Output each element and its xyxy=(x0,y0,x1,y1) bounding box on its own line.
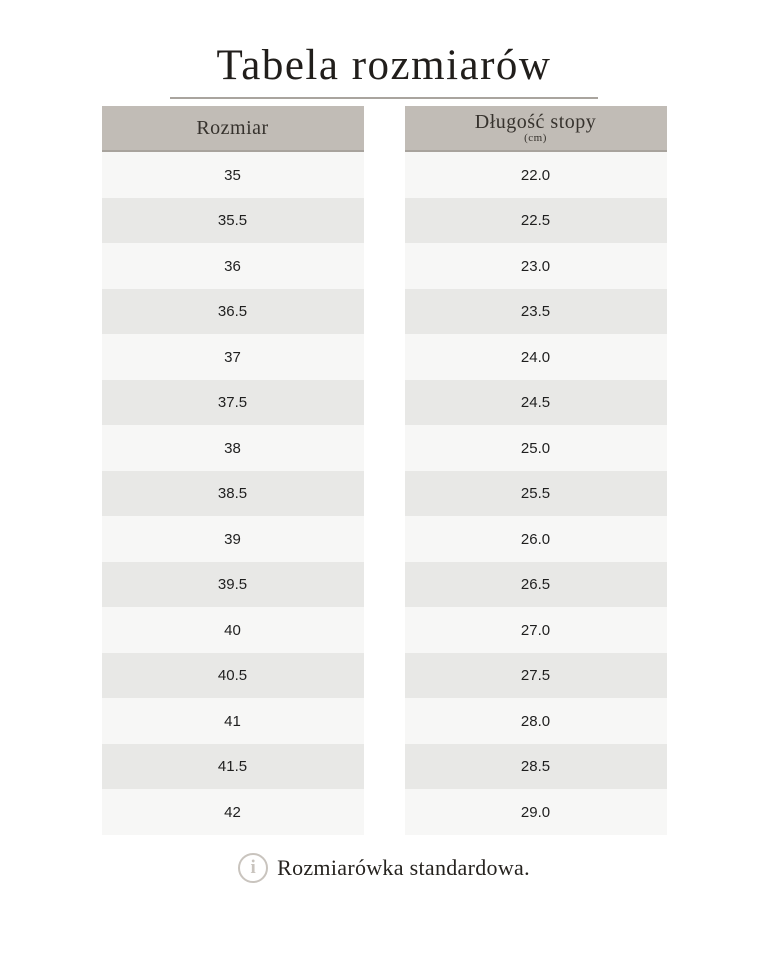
size-cell: 41 xyxy=(101,698,364,744)
size-cell: 37 xyxy=(101,334,364,380)
size-cell: 36 xyxy=(101,243,364,289)
size-cell: 42 xyxy=(101,789,364,835)
title-block: Tabela rozmiarów xyxy=(0,0,768,100)
info-icon: i xyxy=(238,852,269,883)
length-cell: 26.5 xyxy=(404,561,667,608)
size-cell: 35.5 xyxy=(101,197,364,244)
length-cell: 28.0 xyxy=(404,698,667,744)
length-cell: 25.5 xyxy=(404,470,667,517)
length-cell: 22.5 xyxy=(404,197,667,244)
length-cell: 22.0 xyxy=(404,152,667,198)
size-cell: 39.5 xyxy=(101,561,364,608)
length-cell: 27.5 xyxy=(404,652,667,699)
length-cell: 26.0 xyxy=(404,516,667,562)
size-cell: 35 xyxy=(101,152,364,198)
size-column-header: Rozmiar xyxy=(101,106,364,153)
size-column: Rozmiar 35 35.5 36 36.5 37 37.5 38 38.5 39 39.5 40… xyxy=(101,106,364,835)
size-cell: 41.5 xyxy=(101,743,364,790)
footer-note-text: Rozmiarówka standardowa. xyxy=(277,854,530,880)
length-cell: 25.0 xyxy=(404,425,667,471)
length-column-header-label: Długość stopy xyxy=(474,111,597,134)
length-cell: 23.5 xyxy=(404,288,667,335)
title-divider xyxy=(170,97,598,100)
size-table: Rozmiar 35 35.5 36 36.5 37 37.5 38 38.5 39 39.5 40… xyxy=(0,106,768,835)
length-cell: 23.0 xyxy=(404,243,667,289)
size-cell: 36.5 xyxy=(101,288,364,335)
length-column-header: Długość stopy (cm) xyxy=(404,106,667,153)
size-cell: 40.5 xyxy=(101,652,364,699)
size-cell: 38.5 xyxy=(101,470,364,517)
size-cell: 38 xyxy=(101,425,364,471)
length-cell: 24.0 xyxy=(404,334,667,380)
size-column-header-label: Rozmiar xyxy=(196,116,269,139)
length-cell: 24.5 xyxy=(404,379,667,426)
length-column-rows: 22.0 22.5 23.0 23.5 24.0 24.5 25.0 25.5 26.0 26.5… xyxy=(404,152,667,835)
footer-note: i Rozmiarówka standardowa. xyxy=(0,852,768,883)
size-cell: 40 xyxy=(101,607,364,653)
length-column: Długość stopy (cm) 22.0 22.5 23.0 23.5 24.0 2… xyxy=(404,106,667,835)
length-cell: 27.0 xyxy=(404,607,667,653)
length-cell: 28.5 xyxy=(404,743,667,790)
length-column-header-unit: (cm) xyxy=(524,132,547,145)
page-title: Tabela rozmiarów xyxy=(216,42,552,89)
size-cell: 39 xyxy=(101,516,364,562)
size-cell: 37.5 xyxy=(101,379,364,426)
info-icon-glyph: i xyxy=(250,857,256,879)
length-cell: 29.0 xyxy=(404,789,667,835)
size-column-rows: 35 35.5 36 36.5 37 37.5 38 38.5 39 39.5 40 40.5 41 41… xyxy=(101,152,364,835)
